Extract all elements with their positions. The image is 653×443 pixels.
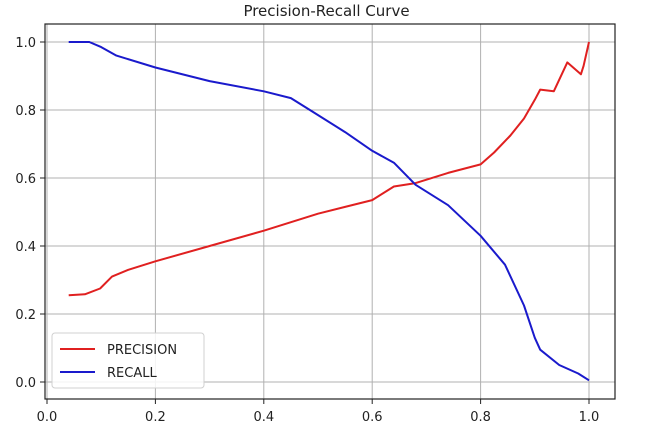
x-tick-label: 0.0 <box>37 410 58 425</box>
axis-ticks: 0.0 0.2 0.4 0.6 0.8 1.0 0.0 0.2 0.4 0.6 0.8 1.0 <box>15 36 599 425</box>
legend-box <box>51 332 205 389</box>
grid-lines <box>45 24 615 399</box>
legend: PRECISION RECALL <box>51 332 205 389</box>
x-tick-label: 0.6 <box>362 410 383 425</box>
y-tick-label: 0.4 <box>15 240 36 255</box>
plot-lines <box>68 41 590 382</box>
x-tick-label: 0.4 <box>253 410 274 425</box>
recall-line <box>68 41 590 382</box>
x-tick-label: 0.8 <box>470 410 491 425</box>
plot-frame <box>44 23 616 400</box>
y-tick-label: 0.8 <box>15 104 36 119</box>
precision-line <box>68 41 590 297</box>
y-tick-label: 0.0 <box>15 376 36 391</box>
y-tick-label: 1.0 <box>15 36 36 51</box>
x-tick-label: 1.0 <box>579 410 600 425</box>
y-tick-label: 0.6 <box>15 172 36 187</box>
y-tick-label: 0.2 <box>15 308 36 323</box>
legend-recall-label: RECALL <box>107 366 157 381</box>
chart-title: Precision-Recall Curve <box>243 2 410 20</box>
legend-precision-label: PRECISION <box>107 343 177 358</box>
x-tick-label: 0.2 <box>145 410 166 425</box>
